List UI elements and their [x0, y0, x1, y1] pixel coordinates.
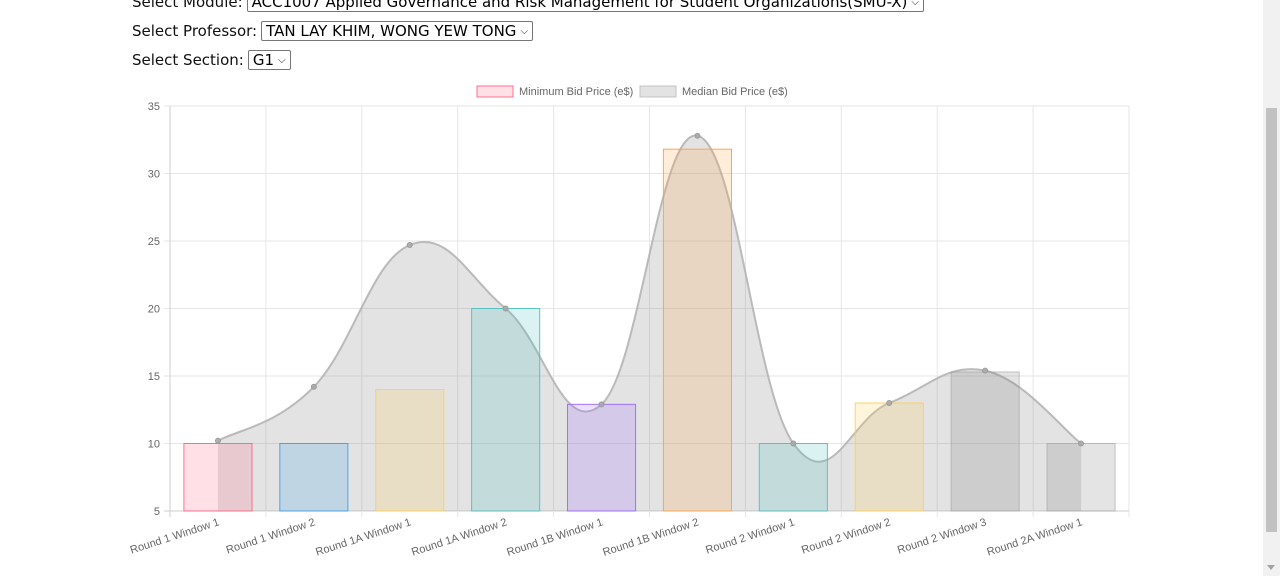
- module-select-value: ACC1007 Applied Governance and Risk Mana…: [251, 0, 908, 11]
- minimum-bid-bar: [662, 148, 732, 512]
- professor-label: Select Professor:: [132, 22, 258, 40]
- y-tick-label: 30: [148, 169, 160, 181]
- median-point: [790, 440, 797, 447]
- minimum-bid-bar: [1046, 443, 1116, 512]
- section-row: Select Section: G1 ⌵: [132, 50, 291, 70]
- median-point: [502, 305, 509, 312]
- y-tick-label: 10: [148, 439, 160, 451]
- median-point: [694, 132, 701, 139]
- chevron-down-icon: ⌵: [278, 54, 286, 66]
- median-point: [310, 383, 317, 390]
- x-tick-label: Round 1B Window 2: [601, 516, 700, 558]
- median-point: [886, 400, 893, 406]
- median-point: [598, 401, 605, 408]
- y-tick-label: 15: [148, 371, 160, 383]
- x-tick-label: Round 1B Window 1: [505, 516, 604, 558]
- scrollbar-thumb[interactable]: [1266, 108, 1277, 532]
- professor-select[interactable]: TAN LAY KHIM, WONG YEW TONG ⌵: [261, 21, 534, 41]
- minimum-bid-bar: [567, 403, 637, 512]
- y-tick-label: 5: [154, 506, 160, 518]
- y-tick-label: 25: [148, 236, 160, 248]
- x-tick-label: Round 1A Window 1: [314, 516, 413, 558]
- scroll-down-arrow-icon[interactable]: [1267, 565, 1275, 570]
- minimum-bid-bar: [375, 389, 445, 512]
- x-tick-label: Round 1 Window 1: [129, 516, 221, 556]
- minimum-bid-bar: [183, 443, 253, 512]
- y-tick-label: 20: [148, 304, 160, 316]
- median-point: [406, 242, 413, 249]
- legend-label: Median Bid Price (e$): [682, 86, 788, 98]
- chevron-down-icon: ⌵: [520, 25, 529, 37]
- legend-swatch: [476, 85, 514, 98]
- minimum-bid-bar: [471, 308, 541, 512]
- median-point: [1078, 440, 1085, 447]
- section-select[interactable]: G1 ⌵: [247, 50, 291, 70]
- minimum-bid-bar: [279, 443, 349, 512]
- x-tick-label: Round 1 Window 2: [225, 516, 317, 556]
- x-tick-label: Round 2 Window 3: [896, 516, 988, 556]
- vertical-scrollbar[interactable]: [1263, 0, 1280, 576]
- professor-select-value: TAN LAY KHIM, WONG YEW TONG: [266, 22, 517, 40]
- x-tick-label: Round 1A Window 2: [410, 516, 509, 558]
- x-tick-label: Round 2 Window 2: [800, 516, 892, 556]
- section-label: Select Section:: [132, 51, 244, 69]
- y-tick-label: 35: [148, 101, 160, 113]
- minimum-bid-bar: [758, 443, 828, 512]
- median-point: [214, 437, 221, 444]
- minimum-bid-bar: [950, 371, 1020, 512]
- median-area-fill: [217, 135, 1082, 511]
- chevron-down-icon: ⌵: [911, 0, 919, 8]
- x-tick-label: Round 2 Window 1: [704, 516, 796, 556]
- module-row: Select Module: ACC1007 Applied Governanc…: [132, 0, 924, 12]
- x-tick-label: Round 2A Window 1: [985, 516, 1084, 558]
- median-point: [982, 367, 989, 374]
- professor-row: Select Professor: TAN LAY KHIM, WONG YEW…: [132, 21, 534, 41]
- section-select-value: G1: [252, 51, 274, 69]
- legend-swatch: [639, 85, 677, 98]
- module-select[interactable]: ACC1007 Applied Governance and Risk Mana…: [246, 0, 924, 12]
- module-label: Select Module:: [132, 0, 243, 11]
- minimum-bid-bar: [854, 402, 924, 512]
- legend-label: Minimum Bid Price (e$): [519, 86, 633, 98]
- median-series-line: [217, 134, 1082, 463]
